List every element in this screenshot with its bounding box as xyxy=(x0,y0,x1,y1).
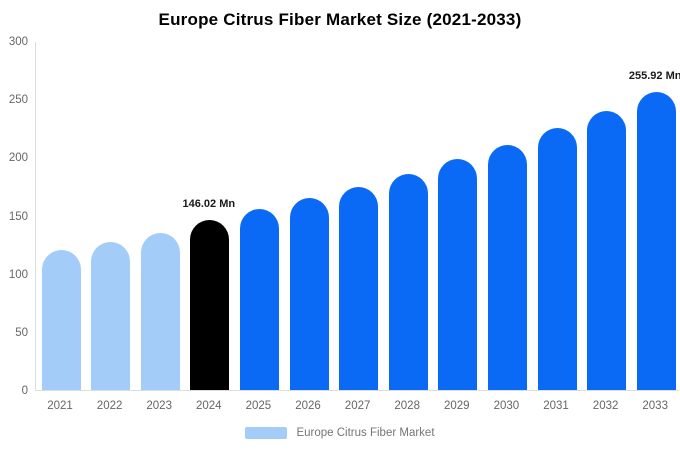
bar-2027[interactable] xyxy=(339,186,379,390)
y-tick-label: 250 xyxy=(8,94,28,107)
y-tick-label: 150 xyxy=(8,210,28,223)
x-tick-label-2030: 2030 xyxy=(493,400,520,412)
legend-item[interactable]: Europe Citrus Fiber Market xyxy=(0,426,680,440)
x-tick-label-2027: 2027 xyxy=(344,400,371,412)
y-tick-label: 0 xyxy=(21,385,28,397)
x-tick-label-2031: 2031 xyxy=(543,400,569,412)
bar-2028[interactable] xyxy=(388,173,428,390)
x-tick-label-2029: 2029 xyxy=(444,400,470,412)
x-tick-label-2024: 2024 xyxy=(196,400,222,412)
chart-title: Europe Citrus Fiber Market Size (2021-20… xyxy=(158,10,522,29)
x-tick-label-2023: 2023 xyxy=(146,400,172,412)
x-tick-label-2026: 2026 xyxy=(295,400,321,412)
bar-2021[interactable] xyxy=(41,250,81,390)
bar-2026[interactable] xyxy=(289,198,329,390)
bar-2024[interactable] xyxy=(190,220,230,390)
bar-2023[interactable] xyxy=(140,232,180,390)
x-tick-label-2025: 2025 xyxy=(245,400,272,412)
y-tick-label: 50 xyxy=(15,326,28,339)
bar-2032[interactable] xyxy=(587,110,627,390)
bar-2033[interactable] xyxy=(636,92,676,390)
plot-area xyxy=(35,42,679,391)
bar-value-label-2033: 255.92 Mn xyxy=(628,70,680,83)
y-tick-label: 300 xyxy=(8,36,28,48)
x-tick-label-2022: 2022 xyxy=(96,400,123,412)
bar-2029[interactable] xyxy=(438,159,478,390)
x-tick-label-2032: 2032 xyxy=(592,400,619,412)
bar-value-label-2024: 146.02 Mn xyxy=(182,198,236,211)
legend-label: Europe Citrus Fiber Market xyxy=(296,427,435,439)
legend-swatch xyxy=(245,427,288,439)
bar-2030[interactable] xyxy=(487,144,527,390)
x-tick-label-2028: 2028 xyxy=(394,400,420,412)
x-tick-label-2021: 2021 xyxy=(47,400,73,412)
y-tick-label: 200 xyxy=(8,152,28,165)
bar-2022[interactable] xyxy=(91,241,131,390)
y-tick-label: 100 xyxy=(8,268,28,281)
x-tick-label-2033: 2033 xyxy=(642,400,668,412)
bar-2025[interactable] xyxy=(239,209,279,390)
bar-2031[interactable] xyxy=(537,128,577,390)
